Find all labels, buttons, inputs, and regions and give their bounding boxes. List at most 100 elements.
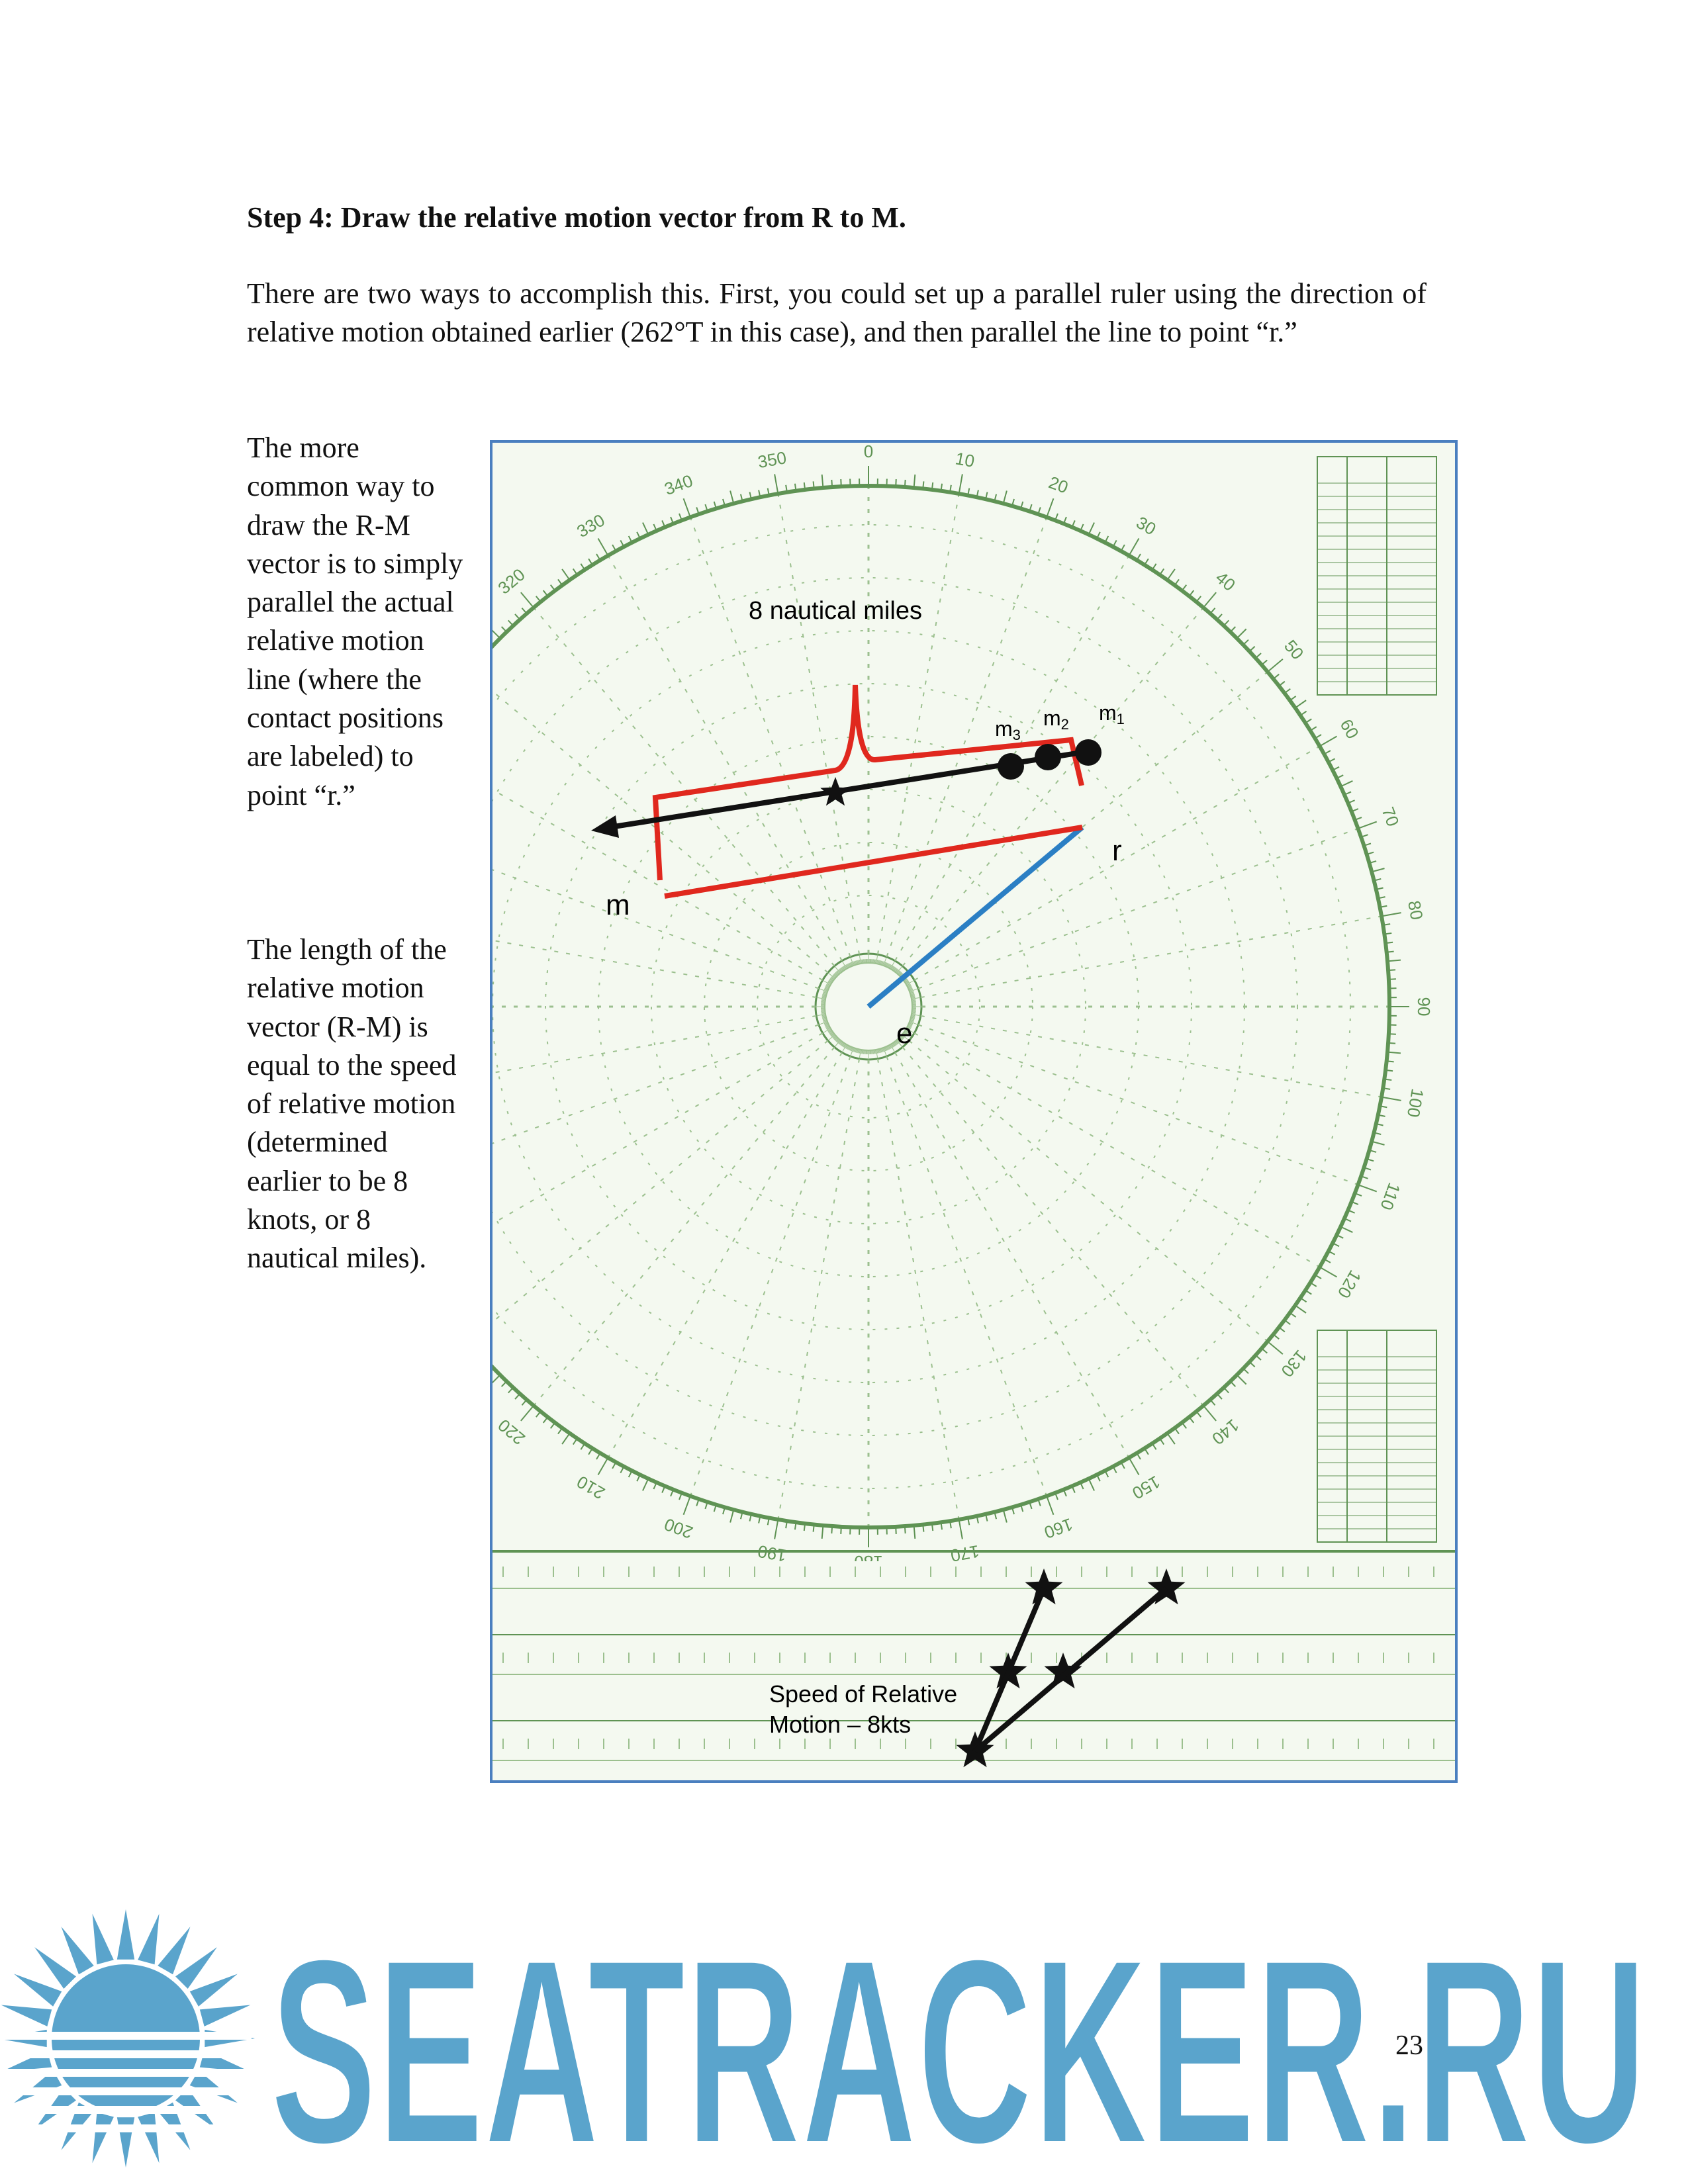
inner-tick bbox=[883, 1047, 887, 1056]
inner-tick bbox=[894, 968, 898, 972]
compass-tick bbox=[1354, 1193, 1362, 1197]
compass-tick bbox=[1128, 1457, 1140, 1476]
inner-tick bbox=[851, 1047, 853, 1052]
inner-tick bbox=[886, 963, 888, 967]
compass-tick bbox=[1305, 718, 1312, 724]
compass-tick bbox=[1366, 851, 1374, 855]
inner-tick bbox=[833, 974, 837, 978]
inner-tick bbox=[888, 964, 892, 968]
inner-tick bbox=[825, 1025, 829, 1028]
compass-tick bbox=[1209, 608, 1216, 614]
sun-stripe bbox=[0, 2106, 252, 2114]
inner-tick bbox=[911, 1013, 919, 1017]
inner-tick bbox=[910, 992, 915, 995]
compass-tick bbox=[967, 1518, 970, 1525]
compass-tick bbox=[679, 1492, 682, 1500]
inner-tick bbox=[910, 991, 914, 993]
star bbox=[1025, 1569, 1063, 1605]
inner-tick bbox=[853, 1048, 856, 1052]
compass-tick bbox=[1174, 578, 1180, 586]
inner-tick bbox=[910, 993, 915, 996]
inner-tick bbox=[899, 972, 903, 976]
inner-tick bbox=[821, 1011, 825, 1013]
compass-tick bbox=[653, 523, 657, 531]
compass-tick bbox=[1378, 1114, 1385, 1117]
inner-tick bbox=[835, 966, 841, 974]
compass-tick bbox=[661, 520, 666, 527]
compass-tick bbox=[1381, 1096, 1401, 1101]
inner-tick bbox=[907, 984, 912, 987]
inner-tick bbox=[875, 1049, 878, 1058]
compass-tick bbox=[1374, 878, 1382, 882]
compass-tick bbox=[1369, 860, 1377, 864]
inner-tick bbox=[912, 999, 916, 1001]
contact-label: m3 bbox=[995, 717, 1021, 743]
compass-tick bbox=[557, 1428, 563, 1435]
compass-tick bbox=[1096, 531, 1101, 539]
inner-tick bbox=[908, 1025, 912, 1028]
inner-tick bbox=[876, 1049, 878, 1054]
inner-tick bbox=[894, 1042, 897, 1046]
inner-tick bbox=[886, 1046, 889, 1050]
nomogram-panel bbox=[492, 1550, 1455, 1761]
inner-tick bbox=[905, 981, 910, 984]
inner-tick bbox=[835, 1038, 839, 1042]
inner-tick bbox=[909, 1022, 914, 1024]
compass-tick bbox=[767, 1518, 770, 1525]
compass-tick bbox=[549, 584, 556, 592]
inner-tick bbox=[884, 1047, 887, 1051]
compass-tick bbox=[1011, 498, 1015, 506]
inner-tick bbox=[835, 1038, 839, 1042]
compass-tick bbox=[476, 1355, 481, 1360]
inner-tick bbox=[904, 1031, 908, 1034]
inner-tick bbox=[829, 1032, 833, 1035]
inner-tick bbox=[824, 987, 829, 990]
compass-tick bbox=[749, 492, 752, 500]
inner-tick bbox=[874, 1050, 876, 1054]
compass-tick bbox=[803, 1524, 806, 1531]
compass-tick bbox=[758, 490, 761, 498]
inner-tick bbox=[822, 995, 827, 997]
compass-tick bbox=[913, 1525, 916, 1539]
compass-tick bbox=[661, 1486, 666, 1493]
inner-tick bbox=[900, 973, 904, 977]
compass-tick bbox=[508, 619, 514, 627]
compass-tick bbox=[1289, 696, 1297, 702]
compass-label: 90 bbox=[1414, 997, 1434, 1017]
inner-tick bbox=[903, 1032, 907, 1036]
compass-tick bbox=[369, 835, 375, 837]
inner-tick bbox=[890, 966, 894, 970]
compass-tick bbox=[1323, 750, 1331, 755]
inner-tick bbox=[826, 1027, 831, 1030]
inner-tick bbox=[911, 995, 915, 997]
contact-label: m2 bbox=[1043, 706, 1069, 733]
sun-stripe bbox=[0, 2050, 252, 2058]
compass-tick bbox=[1151, 1443, 1157, 1450]
compass-tick bbox=[682, 498, 691, 518]
inner-tick bbox=[854, 960, 857, 966]
inner-tick bbox=[900, 1036, 904, 1040]
compass-tick bbox=[1309, 1282, 1317, 1287]
compass-tick bbox=[1216, 614, 1223, 620]
compass-tick bbox=[1236, 628, 1247, 639]
sun-stripe bbox=[0, 2124, 252, 2132]
compass-tick bbox=[1002, 1509, 1008, 1523]
compass-tick bbox=[1371, 868, 1385, 873]
compass-tick bbox=[976, 1516, 979, 1524]
inner-tick bbox=[830, 1032, 834, 1036]
speed-vector bbox=[973, 1586, 1168, 1754]
inner-tick bbox=[857, 960, 859, 964]
inner-tick bbox=[908, 986, 912, 989]
inner-tick bbox=[837, 1039, 841, 1043]
compass-tick bbox=[1243, 639, 1249, 646]
compass-tick bbox=[470, 1348, 475, 1353]
sun-ray bbox=[158, 1927, 191, 1975]
inner-tick bbox=[904, 1032, 908, 1035]
inner-tick bbox=[884, 962, 886, 966]
compass-tick bbox=[958, 1519, 963, 1539]
inner-tick bbox=[876, 960, 878, 964]
inner-tick bbox=[891, 1043, 894, 1048]
inner-tick bbox=[832, 1034, 836, 1038]
inner-tick bbox=[882, 961, 884, 966]
range-ring bbox=[757, 895, 980, 1118]
